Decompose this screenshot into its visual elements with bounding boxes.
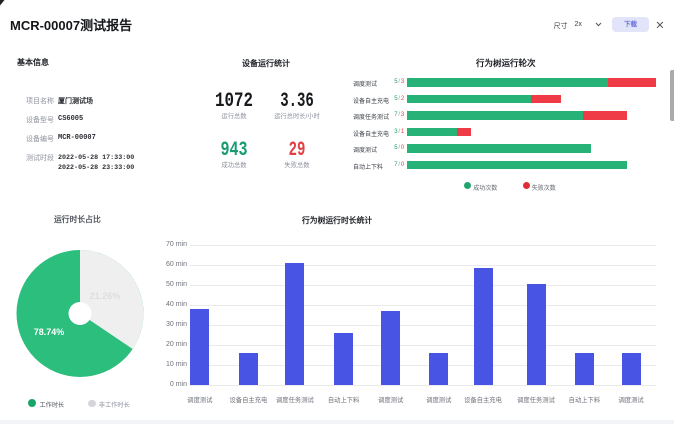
svg-text:21.26%: 21.26%: [90, 291, 121, 301]
svg-text:78.74%: 78.74%: [34, 327, 65, 337]
